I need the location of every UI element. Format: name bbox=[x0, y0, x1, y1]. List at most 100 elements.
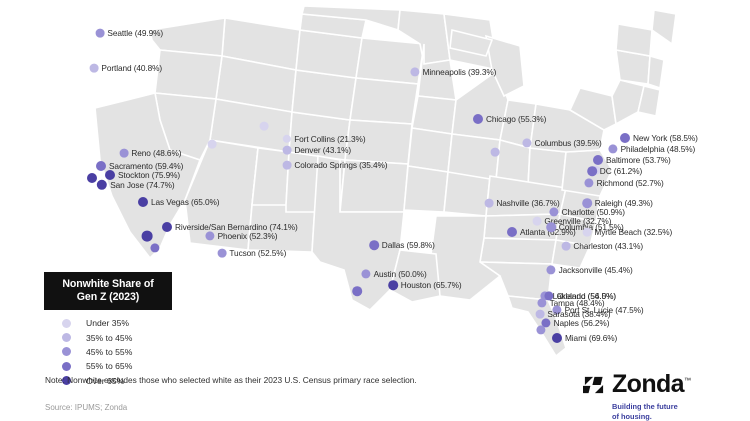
city-dot-icon[interactable] bbox=[259, 121, 269, 131]
city-dot-icon[interactable] bbox=[473, 114, 483, 124]
city-dot-icon[interactable] bbox=[410, 67, 420, 77]
city-dot-icon[interactable] bbox=[150, 243, 160, 253]
city-label: Las Vegas (65.0%) bbox=[151, 196, 220, 207]
city-dot-icon[interactable] bbox=[205, 231, 215, 241]
city-label: Charleston (43.1%) bbox=[573, 240, 644, 251]
zonda-logo: Zonda™ Building the future of housing. bbox=[583, 372, 723, 421]
city-dot-icon[interactable] bbox=[535, 309, 545, 319]
city-dot-icon[interactable] bbox=[522, 138, 532, 148]
city-label: Port St. Lucie (47.5%) bbox=[564, 304, 644, 315]
legend-item-label: 35% to 45% bbox=[86, 332, 133, 343]
city-label: Nashville (36.7%) bbox=[496, 197, 560, 208]
city-label: Riverside/San Bernardino (74.1%) bbox=[175, 221, 298, 232]
city-dot-icon[interactable] bbox=[96, 179, 108, 191]
city-label: Phoenix (52.3%) bbox=[217, 230, 278, 241]
state-shapes bbox=[94, 5, 677, 358]
legend-items: Under 35% 35% to 45% 45% to 55% 55% to 65% O… bbox=[44, 316, 172, 388]
city-label: Lakeland (54.0%) bbox=[552, 290, 617, 301]
city-label: Stockton (75.9%) bbox=[118, 169, 181, 180]
city-dot-icon[interactable] bbox=[138, 197, 148, 207]
city-dot-icon[interactable] bbox=[388, 280, 398, 290]
city-dot-icon[interactable] bbox=[507, 227, 517, 237]
city-dot-icon[interactable] bbox=[608, 144, 618, 154]
city-dot-icon[interactable] bbox=[593, 155, 603, 165]
city-label: Orlando (56.5%) bbox=[556, 290, 616, 301]
city-dot-icon[interactable] bbox=[536, 325, 546, 335]
legend-item: Over 65% bbox=[44, 374, 172, 388]
city-label: Chicago (55.3%) bbox=[486, 113, 547, 124]
city-dot-icon[interactable] bbox=[87, 173, 97, 183]
city-dot-icon[interactable] bbox=[162, 222, 172, 232]
city-label: Jacksonville (45.4%) bbox=[558, 264, 633, 275]
city-dot-icon[interactable] bbox=[541, 318, 551, 328]
city-label: Colorado Springs (35.4%) bbox=[294, 159, 388, 170]
city-dot-icon[interactable] bbox=[141, 230, 153, 242]
city-dot-icon[interactable] bbox=[369, 240, 379, 250]
city-label: Portland (40.8%) bbox=[101, 62, 163, 73]
zonda-wordmark: Zonda™ bbox=[612, 370, 691, 398]
legend-item-label: Under 35% bbox=[86, 318, 129, 329]
city-dot-icon[interactable] bbox=[484, 198, 494, 208]
zonda-tagline: Building the future of housing. bbox=[612, 402, 723, 421]
city-label: Minneapolis (39.3%) bbox=[422, 66, 497, 77]
city-dot-icon[interactable] bbox=[552, 333, 562, 343]
city-dot-icon[interactable] bbox=[282, 145, 292, 155]
city-label: Baltimore (53.7%) bbox=[606, 154, 671, 165]
city-label: Tampa (48.4%) bbox=[549, 297, 605, 308]
city-label: Richmond (52.7%) bbox=[596, 177, 664, 188]
city-label: Atlanta (62.9%) bbox=[520, 226, 576, 237]
city-dot-icon[interactable] bbox=[119, 148, 129, 158]
city-label: San Jose (74.7%) bbox=[110, 179, 175, 190]
city-dot-icon[interactable] bbox=[584, 178, 594, 188]
city-dot-icon[interactable] bbox=[582, 227, 592, 237]
city-label: Austin (50.0%) bbox=[373, 268, 427, 279]
legend-swatch-icon bbox=[62, 333, 71, 343]
city-dot-icon[interactable] bbox=[546, 265, 556, 275]
city-label: Seattle (49.9%) bbox=[107, 27, 164, 38]
legend-item: 35% to 45% bbox=[44, 330, 172, 344]
legend-swatch-icon bbox=[62, 376, 71, 386]
legend-title-line1: Nonwhite Share of bbox=[62, 278, 154, 290]
city-dot-icon[interactable] bbox=[620, 133, 630, 143]
city-label: Denver (43.1%) bbox=[294, 144, 352, 155]
city-dot-icon[interactable] bbox=[207, 139, 217, 149]
city-dot-icon[interactable] bbox=[89, 63, 99, 73]
city-label: Myrtle Beach (32.5%) bbox=[594, 226, 673, 237]
city-dot-icon[interactable] bbox=[361, 269, 371, 279]
zonda-tagline-line2: of housing. bbox=[612, 411, 652, 421]
city-dot-icon[interactable] bbox=[282, 134, 292, 144]
city-dot-icon[interactable] bbox=[544, 291, 554, 301]
source-line: Source: IPUMS; Zonda bbox=[45, 403, 128, 412]
city-label: DC (61.2%) bbox=[599, 165, 643, 176]
city-dot-icon[interactable] bbox=[546, 222, 556, 232]
city-label: Raleigh (49.3%) bbox=[594, 197, 653, 208]
legend: Nonwhite Share of Gen Z (2023) Under 35%… bbox=[44, 272, 172, 388]
legend-title: Nonwhite Share of Gen Z (2023) bbox=[44, 272, 172, 310]
city-dot-icon[interactable] bbox=[490, 147, 500, 157]
zonda-wordmark-text: Zonda bbox=[612, 370, 685, 398]
city-dot-icon[interactable] bbox=[282, 160, 292, 170]
city-dot-icon[interactable] bbox=[217, 248, 227, 258]
legend-swatch-icon bbox=[62, 361, 71, 371]
city-dot-icon[interactable] bbox=[95, 28, 105, 38]
city-dot-icon[interactable] bbox=[537, 298, 547, 308]
city-dot-icon[interactable] bbox=[96, 161, 106, 171]
city-dot-icon[interactable] bbox=[549, 207, 559, 217]
legend-item-label: 45% to 55% bbox=[86, 346, 133, 357]
city-dot-icon[interactable] bbox=[587, 166, 597, 176]
city-dot-icon[interactable] bbox=[105, 170, 115, 180]
legend-swatch-icon bbox=[62, 318, 71, 328]
legend-title-line2: Gen Z (2023) bbox=[76, 290, 140, 303]
city-dot-icon[interactable] bbox=[582, 198, 592, 208]
city-dot-icon[interactable] bbox=[532, 216, 542, 226]
city-label: Miami (69.6%) bbox=[565, 332, 618, 343]
city-label: Sacramento (59.4%) bbox=[109, 160, 184, 171]
trademark-symbol: ™ bbox=[684, 377, 691, 385]
city-dot-icon[interactable] bbox=[561, 241, 571, 251]
footnote: Note: Nonwhite excludes those who select… bbox=[45, 375, 417, 385]
city-dot-icon[interactable] bbox=[352, 286, 362, 296]
city-label: Tucson (52.5%) bbox=[229, 247, 287, 258]
city-dot-icon[interactable] bbox=[552, 305, 562, 315]
